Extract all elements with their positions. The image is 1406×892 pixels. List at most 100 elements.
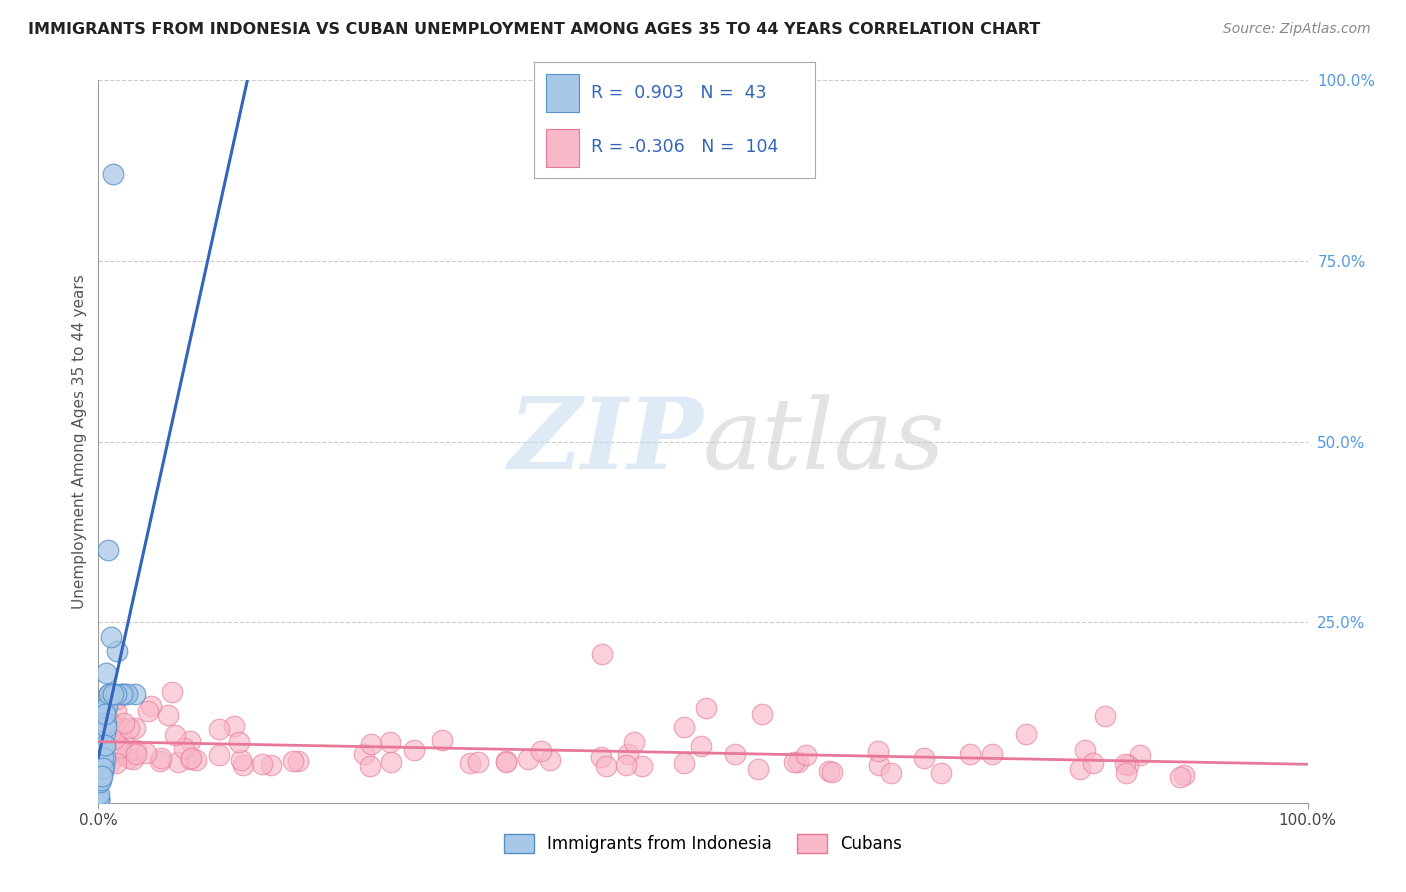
Point: [98, 714, 121, 728]
Point: [868, 744, 890, 758]
Point: [117, 687, 139, 701]
Point: [101, 687, 124, 701]
Point: [90, 768, 112, 782]
Point: [623, 735, 645, 749]
Point: [530, 744, 553, 758]
Bar: [546, 128, 579, 167]
Point: [156, 708, 179, 723]
Point: [959, 747, 981, 762]
Point: [359, 759, 381, 773]
Point: [135, 746, 157, 760]
Point: [125, 743, 148, 757]
Point: [111, 687, 134, 701]
Point: [250, 757, 273, 772]
Point: [112, 716, 135, 731]
Point: [93, 738, 115, 752]
Point: [1081, 756, 1104, 771]
Point: [149, 751, 172, 765]
Point: [118, 721, 141, 735]
Point: [591, 750, 613, 764]
Legend: Immigrants from Indonesia, Cubans: Immigrants from Indonesia, Cubans: [498, 827, 908, 860]
Text: atlas: atlas: [703, 394, 946, 489]
Point: [672, 720, 695, 734]
Point: [673, 756, 696, 771]
Point: [180, 750, 202, 764]
Point: [591, 647, 613, 661]
Point: [1129, 747, 1152, 762]
Point: [695, 701, 717, 715]
Point: [97, 729, 120, 743]
Point: [912, 750, 935, 764]
Point: [100, 630, 122, 644]
Point: [112, 687, 135, 701]
Point: [98, 755, 121, 769]
Point: [1069, 762, 1091, 776]
Point: [260, 758, 283, 772]
Point: [98, 687, 121, 701]
Point: [103, 687, 125, 701]
Point: [787, 755, 810, 769]
Point: [631, 759, 654, 773]
Point: [231, 753, 253, 767]
Point: [595, 759, 617, 773]
Y-axis label: Unemployment Among Ages 35 to 44 years: Unemployment Among Ages 35 to 44 years: [72, 274, 87, 609]
Point: [93, 751, 115, 765]
Point: [179, 734, 201, 748]
Point: [1168, 770, 1191, 784]
Point: [96, 749, 118, 764]
Point: [105, 756, 128, 770]
Point: [90, 754, 112, 768]
Point: [724, 747, 747, 761]
Text: IMMIGRANTS FROM INDONESIA VS CUBAN UNEMPLOYMENT AMONG AGES 35 TO 44 YEARS CORREL: IMMIGRANTS FROM INDONESIA VS CUBAN UNEMP…: [28, 22, 1040, 37]
Point: [1173, 768, 1195, 782]
Point: [94, 665, 117, 680]
Point: [173, 741, 195, 756]
Point: [495, 755, 517, 769]
Point: [160, 685, 183, 699]
Point: [868, 758, 890, 772]
Point: [747, 763, 769, 777]
Point: [97, 542, 120, 557]
Point: [98, 687, 121, 701]
Text: R = -0.306   N =  104: R = -0.306 N = 104: [591, 138, 778, 156]
Point: [96, 699, 118, 714]
Point: [783, 755, 806, 769]
Point: [124, 721, 146, 735]
Point: [360, 737, 382, 751]
Point: [93, 739, 115, 754]
Point: [458, 756, 481, 770]
Point: [794, 747, 817, 762]
Point: [378, 735, 401, 749]
Point: [224, 719, 246, 733]
Point: [228, 735, 250, 749]
Point: [467, 755, 489, 769]
Bar: [546, 74, 579, 112]
Point: [124, 687, 146, 701]
Point: [980, 747, 1002, 761]
Text: R =  0.903   N =  43: R = 0.903 N = 43: [591, 84, 766, 102]
Point: [1115, 766, 1137, 780]
Point: [287, 754, 309, 768]
Point: [94, 736, 117, 750]
Point: [94, 720, 117, 734]
Point: [89, 736, 111, 750]
Point: [91, 761, 114, 775]
Point: [232, 758, 254, 772]
Point: [94, 725, 117, 739]
Point: [104, 704, 127, 718]
Point: [90, 721, 112, 735]
Point: [108, 741, 131, 756]
Point: [141, 699, 163, 714]
Point: [179, 752, 201, 766]
Point: [208, 722, 231, 736]
Point: [167, 755, 190, 769]
Point: [90, 756, 112, 771]
Point: [495, 754, 517, 768]
Point: [104, 692, 127, 706]
Point: [91, 769, 114, 783]
Point: [1094, 709, 1116, 723]
Point: [820, 764, 842, 779]
Point: [110, 740, 132, 755]
Point: [112, 732, 135, 747]
Point: [111, 687, 134, 701]
